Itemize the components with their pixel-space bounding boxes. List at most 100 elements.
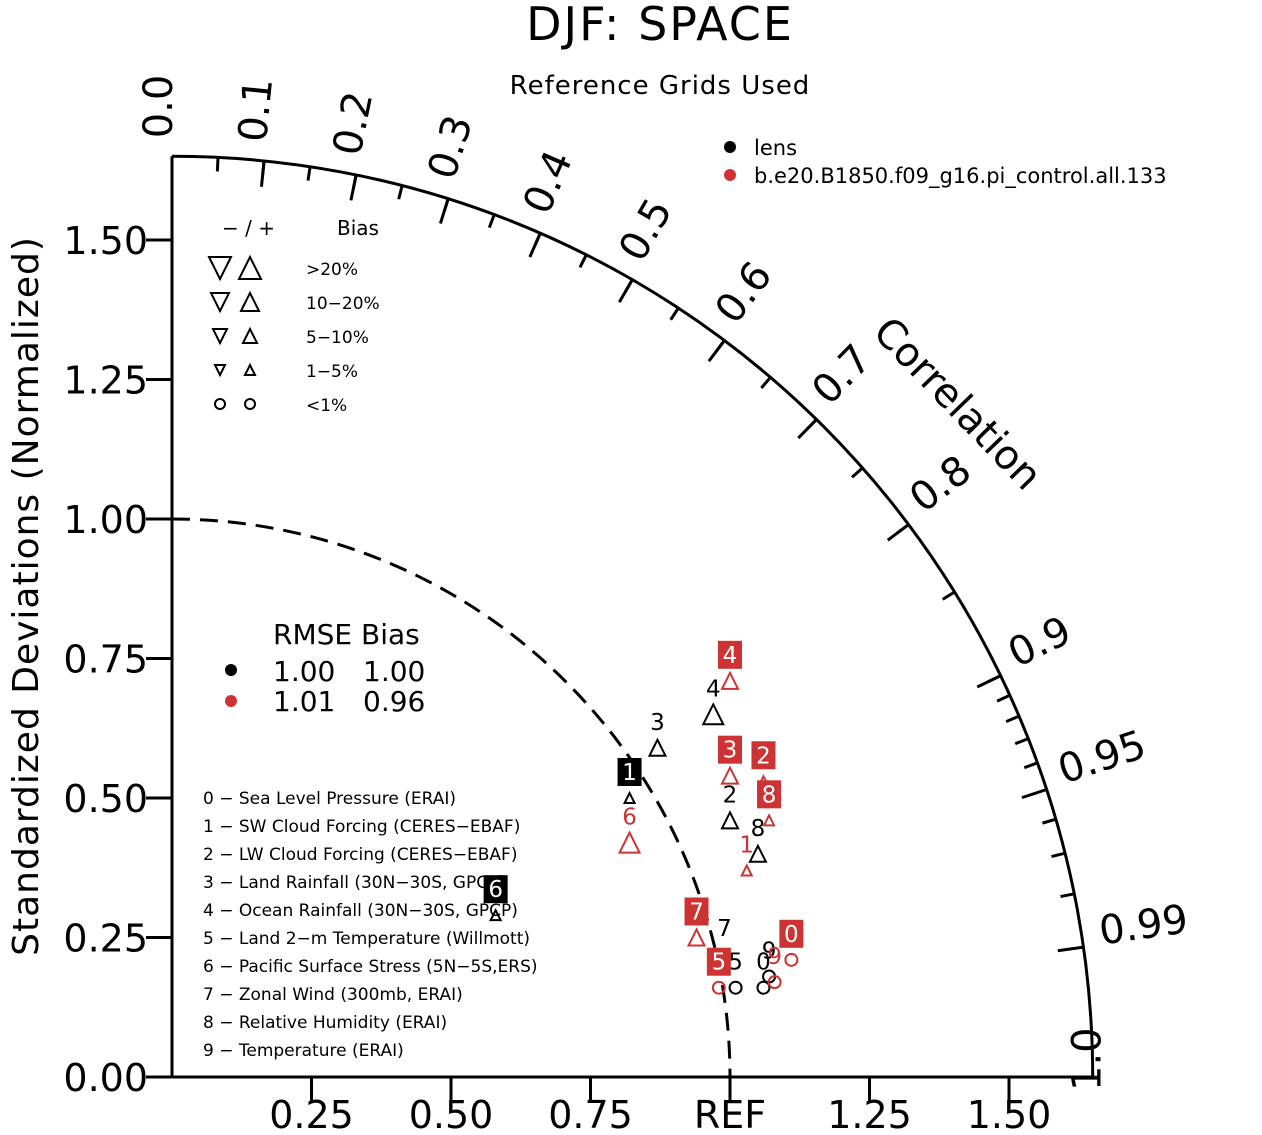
legend-label-lens: lens (754, 136, 797, 160)
point-marker (728, 980, 743, 995)
rmse-value-control: 1.01 (273, 685, 335, 718)
correlation-minor-tick (578, 254, 588, 268)
triangle-down-icon (211, 328, 229, 346)
legend-marker-lens (724, 141, 736, 153)
data-point-lens-3: 3 (647, 710, 668, 757)
variable-list: 0 − Sea Level Pressure (ERAI) 1 − SW Clou… (203, 789, 538, 1061)
bias-legend-label: 10−20% (306, 294, 380, 314)
point-label: 8 (751, 816, 766, 842)
correlation-major-tick (797, 418, 818, 440)
correlation-tick-label: 0.0 (136, 75, 182, 139)
correlation-tick-label: 0.9 (1001, 608, 1078, 677)
point-label-box (779, 919, 804, 948)
bias-value-control: 0.96 (363, 685, 425, 718)
correlation-minor-tick (1042, 817, 1057, 825)
correlation-minor-tick (1023, 761, 1038, 770)
variable-list-item: 8 − Relative Humidity (ERAI) (203, 1013, 447, 1033)
circle-icon (244, 398, 256, 410)
data-point-lens-1: 1 (617, 758, 642, 804)
correlation-minor-tick (669, 307, 680, 321)
variable-list-item: 5 − Land 2−m Temperature (Willmott) (203, 929, 530, 949)
correlation-tick-label: 0.5 (610, 191, 682, 269)
point-label-box (706, 947, 731, 976)
y-tick-label: 0.50 (63, 777, 148, 821)
reference-circle (171, 517, 732, 1078)
correlation-tick-label: 0.8 (901, 447, 980, 522)
rmse-bias-table: RMSE Bias 1.00 1.00 1.01 0.96 (225, 618, 425, 718)
correlation-major-tick (438, 198, 450, 224)
correlation-major-tick (528, 232, 542, 258)
correlation-major-tick (618, 278, 634, 303)
series-legend: lens b.e20.B1850.f09_g16.pi_control.all.… (724, 136, 1167, 189)
point-marker (622, 790, 637, 804)
variable-list-item: 7 − Zonal Wind (300mb, ERAI) (203, 985, 463, 1005)
bias-legend-header: Bias (337, 216, 379, 240)
point-label: 2 (756, 743, 771, 769)
correlation-minor-tick (397, 185, 404, 200)
correlation-tick-label: 0.4 (514, 144, 582, 221)
point-marker (686, 927, 707, 947)
triangle-down-icon (213, 364, 227, 378)
point-marker (784, 952, 799, 967)
rmse-value-lens: 1.00 (273, 655, 335, 688)
data-point-lens-6: 6 (483, 875, 508, 922)
point-label: 0 (756, 950, 771, 976)
point-label: 8 (762, 782, 777, 808)
triangle-up-icon (243, 362, 257, 376)
correlation-major-tick (259, 160, 266, 187)
correlation-major-tick (707, 339, 726, 363)
y-tick-label: 1.00 (63, 498, 148, 542)
bias-legend-label: >20% (306, 260, 358, 280)
x-tick-label: 0.25 (269, 1093, 354, 1135)
point-label: 3 (650, 710, 665, 736)
correlation-minor-tick (1060, 892, 1075, 899)
point-label: 7 (717, 916, 732, 942)
y-tick-label: 0.00 (63, 1056, 148, 1100)
y-tick-label: 1.25 (63, 359, 148, 403)
correlation-tick-label: 1.0 (1065, 1027, 1111, 1091)
point-label: 1 (739, 833, 754, 859)
correlation-tick-label: 0.3 (419, 110, 482, 184)
point-marker (720, 810, 740, 830)
rmse-marker-lens (225, 664, 237, 676)
point-label-box (483, 875, 508, 904)
point-label: 5 (712, 950, 727, 976)
data-point-lens-5: 5 (728, 950, 743, 995)
point-label-box (684, 897, 709, 926)
point-label: 4 (706, 676, 721, 702)
point-label: 6 (488, 877, 503, 903)
x-tick-label: REF (694, 1093, 766, 1135)
point-marker (617, 830, 642, 854)
point-marker (489, 907, 503, 922)
correlation-arc (171, 154, 1095, 1078)
x-tick-label: 0.50 (409, 1093, 494, 1135)
legend-marker-control (724, 169, 736, 181)
data-point-lens-4: 4 (701, 676, 725, 726)
point-label: 4 (723, 643, 738, 669)
correlation-tick-label: 0.2 (324, 88, 382, 160)
correlation-minor-tick (996, 693, 1011, 703)
point-marker (720, 765, 740, 785)
correlation-minor-tick (1014, 737, 1029, 746)
point-label: 5 (728, 950, 743, 976)
data-point-control-1: 1 (739, 833, 754, 877)
data-point-lens-8: 8 (748, 816, 768, 863)
correlation-minor-tick (851, 466, 864, 479)
point-label: 7 (689, 900, 704, 926)
bias-legend-label: <1% (306, 396, 347, 416)
y-tick-label: 0.75 (63, 638, 148, 682)
x-tick-label: 1.25 (827, 1093, 912, 1135)
data-point-control-9: 9 (767, 944, 782, 990)
data-point-lens-0: 0 (756, 950, 771, 995)
point-marker (720, 670, 740, 690)
correlation-minor-tick (215, 157, 220, 172)
variable-list-item: 3 − Land Rainfall (30N−30S, GPCP) (203, 873, 505, 893)
point-label-box (757, 780, 782, 809)
data-point-control-8: 8 (757, 780, 782, 827)
point-label: 9 (767, 944, 782, 970)
data-point-control-5: 5 (706, 947, 731, 995)
point-marker (647, 737, 668, 757)
rmse-table-header: RMSE Bias (273, 618, 420, 651)
